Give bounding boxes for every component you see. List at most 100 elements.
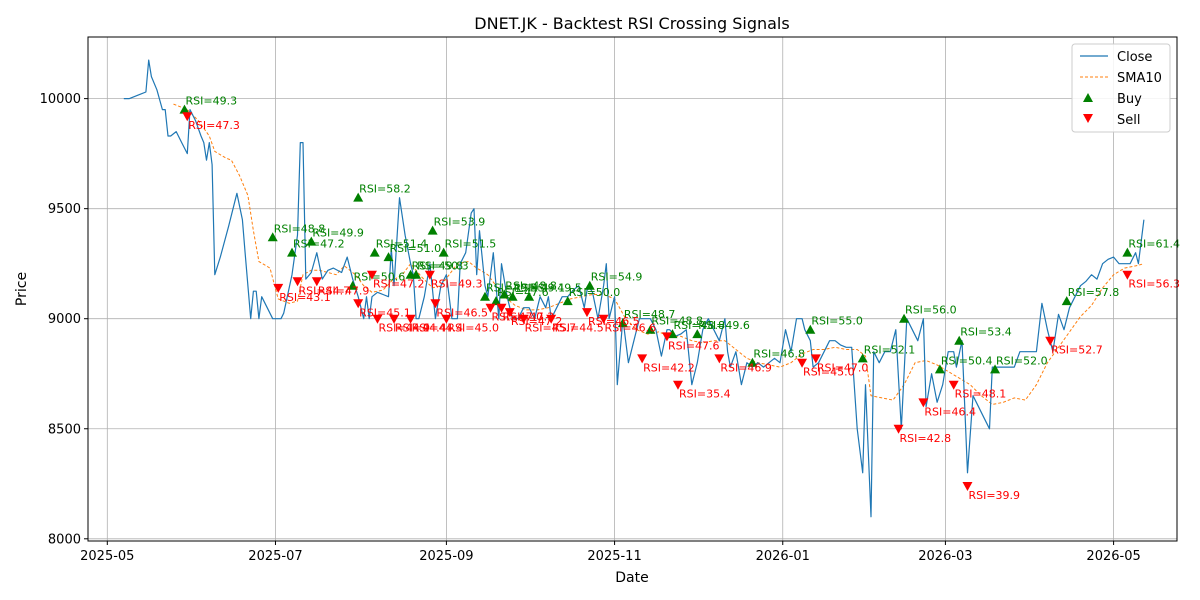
buy-signal-marker xyxy=(427,225,438,235)
sell-signal-label: RSI=45.7 xyxy=(525,322,577,335)
sell-signal-label: RSI=45.0 xyxy=(447,322,499,335)
buy-signal-label: RSI=48.8 xyxy=(505,280,557,293)
chart-title: DNET.JK - Backtest RSI Crossing Signals xyxy=(474,14,789,33)
sell-signal-marker xyxy=(292,277,303,287)
y-axis-ticks: 8000 8500 9000 9500 10000 xyxy=(40,92,88,547)
buy-signal-marker xyxy=(584,280,595,290)
legend-sma10-label: SMA10 xyxy=(1117,71,1162,86)
sell-signal-label: RSI=56.3 xyxy=(1128,278,1180,291)
sell-signal-label: RSI=47.9 xyxy=(318,284,370,297)
y-tick-label: 8500 xyxy=(48,422,81,437)
sell-signal-marker xyxy=(518,314,529,324)
buy-signal-marker xyxy=(267,232,278,242)
sell-signal-marker xyxy=(353,299,364,309)
sell-signal-marker xyxy=(918,398,929,408)
sell-signal-marker xyxy=(582,308,593,318)
buy-signal-label: RSI=48.8 xyxy=(651,315,703,328)
buy-signal-label: RSI=51.4 xyxy=(376,238,428,251)
sell-signal-label: RSI=47.6 xyxy=(668,339,720,352)
x-tick-label: 2025-11 xyxy=(587,549,641,564)
sell-signal-marker xyxy=(637,354,648,364)
legend-close-label: Close xyxy=(1117,50,1152,65)
sell-signal-label: RSI=44.9 xyxy=(378,322,430,335)
buy-signal-marker xyxy=(645,324,656,334)
close-line xyxy=(123,59,1145,518)
buy-signal-label: RSI=47.6 xyxy=(497,286,549,299)
sell-signal-label: RSI=42.2 xyxy=(643,361,695,374)
buy-signal-label: RSI=55.0 xyxy=(811,315,863,328)
sell-signal-marker xyxy=(714,354,725,364)
buy-signal-label: RSI=61.4 xyxy=(1128,238,1180,251)
y-tick-label: 9500 xyxy=(48,202,81,217)
buy-signal-marker xyxy=(990,364,1001,374)
sell-signal-label: RSI=49.3 xyxy=(431,278,483,291)
plot-area: RSI=49.3RSI=48.8RSI=47.2RSI=49.9RSI=50.6… xyxy=(123,59,1180,518)
legend-sell-marker xyxy=(1083,114,1093,123)
sell-signal-marker xyxy=(424,270,435,280)
sell-signal-label: RSI=42.8 xyxy=(900,432,952,445)
buy-signal-label: RSI=57.8 xyxy=(1068,286,1120,299)
buy-signal-marker xyxy=(617,318,628,328)
buy-signal-label: RSI=49.9 xyxy=(312,227,364,240)
buy-signal-label: RSI=56.0 xyxy=(905,304,957,317)
x-tick-label: 2026-03 xyxy=(918,549,972,564)
sell-signal-label: RSI=44.7 xyxy=(299,284,351,297)
buy-signal-marker xyxy=(306,236,317,246)
signal-markers: RSI=49.3RSI=48.8RSI=47.2RSI=49.9RSI=50.6… xyxy=(179,95,1180,502)
buy-signal-marker xyxy=(179,104,190,114)
buy-signal-marker xyxy=(562,296,573,306)
buy-signal-marker xyxy=(411,269,422,279)
y-tick-label: 8000 xyxy=(48,532,81,547)
buy-signal-label: RSI=53.9 xyxy=(434,216,486,229)
sell-signal-marker xyxy=(496,303,507,313)
buy-signal-marker xyxy=(954,335,965,345)
legend-box xyxy=(1071,43,1171,133)
sell-signal-label: RSI=46.6 xyxy=(605,322,657,335)
buy-signal-marker xyxy=(353,192,364,202)
sell-signal-marker xyxy=(372,314,383,324)
sell-signal-marker xyxy=(182,112,193,122)
sell-signal-label: RSI=47.2 xyxy=(373,278,425,291)
sell-signal-label: RSI=52.7 xyxy=(1051,344,1103,357)
buy-signal-marker xyxy=(287,247,298,257)
sell-signal-label: RSI=48.1 xyxy=(955,388,1007,401)
x-tick-label: 2025-07 xyxy=(248,549,302,564)
grid-lines xyxy=(88,37,1177,541)
legend-buy-marker xyxy=(1083,93,1093,102)
buy-signal-marker xyxy=(499,289,510,299)
buy-signal-label: RSI=49.5 xyxy=(486,282,538,295)
y-axis-label: Price xyxy=(14,272,30,306)
buy-signal-label: RSI=54.9 xyxy=(591,271,643,284)
y-tick-label: 10000 xyxy=(40,92,81,107)
buy-signal-label: RSI=49.6 xyxy=(698,319,750,332)
sell-signal-label: RSI=44.4 xyxy=(412,322,464,335)
close-series xyxy=(123,59,1145,518)
sell-signal-label: RSI=47.0 xyxy=(492,311,544,324)
x-tick-label: 2026-05 xyxy=(1086,549,1140,564)
buy-signal-label: RSI=52.1 xyxy=(864,343,916,356)
plot-frame xyxy=(87,36,1178,542)
buy-signal-marker xyxy=(369,247,380,257)
buy-signal-label: RSI=48.8 xyxy=(673,319,725,332)
sell-signal-label: RSI=44.5 xyxy=(552,322,604,335)
buy-signal-label: RSI=51.5 xyxy=(445,238,497,251)
sell-signal-marker xyxy=(546,314,557,324)
sell-signal-marker xyxy=(598,314,609,324)
sell-signal-marker xyxy=(1045,336,1056,346)
sell-signal-marker xyxy=(366,270,377,280)
x-tick-label: 2026-01 xyxy=(756,549,810,564)
buy-signal-label: RSI=49.3 xyxy=(185,95,237,108)
sell-signal-marker xyxy=(430,299,441,309)
buy-signal-label: RSI=53.4 xyxy=(960,326,1012,339)
buy-signal-marker xyxy=(899,313,910,323)
sell-signal-label: RSI=45.0 xyxy=(803,366,855,379)
buy-signal-marker xyxy=(805,324,816,334)
buy-signal-label: RSI=48.7 xyxy=(624,308,676,321)
sell-signal-marker xyxy=(485,303,496,313)
sell-signal-marker xyxy=(311,277,322,287)
sell-signal-marker xyxy=(661,332,672,342)
sell-signal-marker xyxy=(672,380,683,390)
buy-signal-label: RSI=51.0 xyxy=(390,242,442,255)
buy-signal-label: RSI=48.8 xyxy=(274,222,326,235)
